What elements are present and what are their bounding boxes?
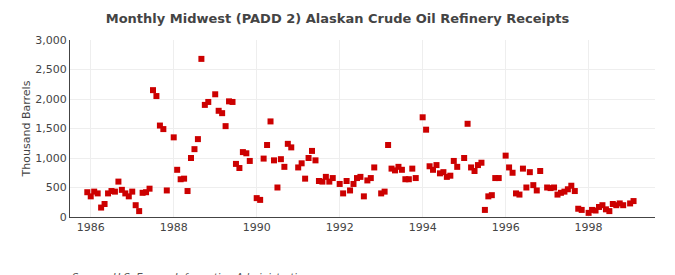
svg-text:1986: 1986 xyxy=(77,221,105,234)
svg-text:500: 500 xyxy=(46,181,67,194)
svg-text:2,000: 2,000 xyxy=(35,93,67,106)
svg-text:Source: U.S. Energy Informatio: Source: U.S. Energy Information Administ… xyxy=(72,272,309,275)
svg-text:Thousand Barrels: Thousand Barrels xyxy=(20,80,33,177)
svg-text:1988: 1988 xyxy=(160,221,188,234)
svg-text:1,500: 1,500 xyxy=(35,122,67,135)
svg-text:3,000: 3,000 xyxy=(35,34,67,47)
svg-text:2,500: 2,500 xyxy=(35,63,67,76)
svg-text:1,000: 1,000 xyxy=(35,152,67,165)
svg-text:1996: 1996 xyxy=(492,221,520,234)
svg-text:Monthly Midwest (PADD 2) Alask: Monthly Midwest (PADD 2) Alaskan Crude O… xyxy=(106,11,570,26)
svg-text:1998: 1998 xyxy=(575,221,603,234)
svg-text:1994: 1994 xyxy=(409,221,437,234)
svg-text:0: 0 xyxy=(60,211,67,224)
svg-text:1990: 1990 xyxy=(243,221,271,234)
svg-text:1992: 1992 xyxy=(326,221,354,234)
